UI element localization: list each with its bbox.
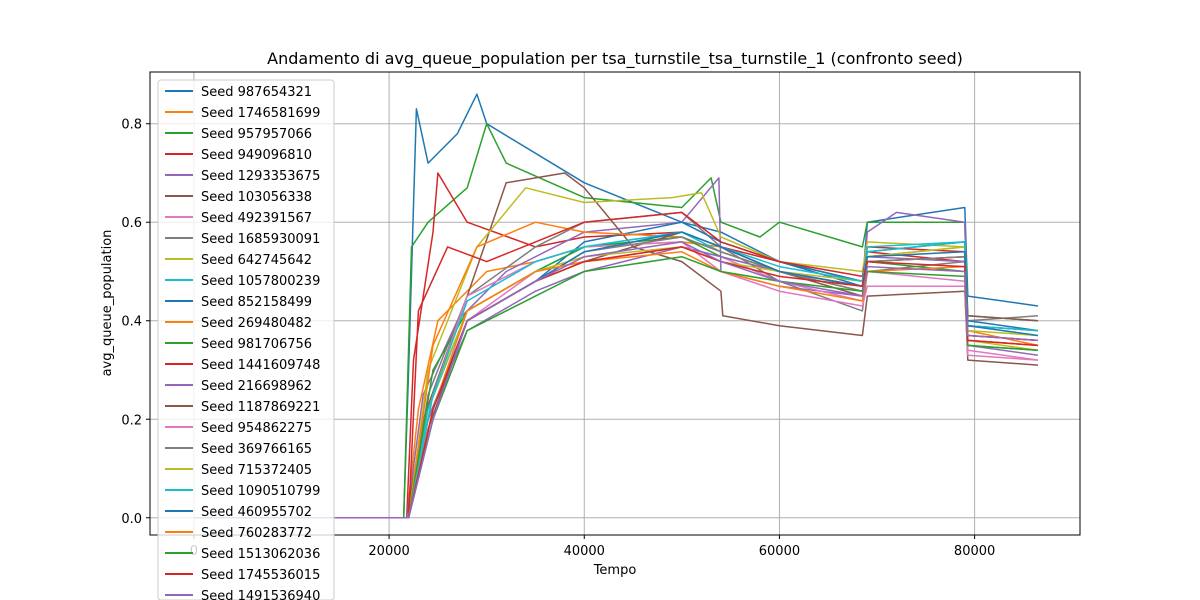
x-tick-label: 60000 xyxy=(759,544,800,559)
legend-label-24: Seed 1491536940 xyxy=(201,589,320,600)
legend-label-13: Seed 1441609748 xyxy=(201,358,320,373)
series-line-0 xyxy=(193,93,1039,519)
y-tick-label: 0.0 xyxy=(121,512,142,527)
legend-label-10: Seed 852158499 xyxy=(201,295,312,310)
legend-label-3: Seed 949096810 xyxy=(201,148,312,163)
legend-label-9: Seed 1057800239 xyxy=(201,274,320,289)
series-line-2 xyxy=(193,122,1039,519)
series-layer xyxy=(193,93,1039,519)
series-line-9 xyxy=(193,231,1039,519)
y-tick-label: 0.4 xyxy=(121,315,142,330)
legend-label-21: Seed 760283772 xyxy=(201,526,312,541)
legend-label-7: Seed 1685930091 xyxy=(201,232,320,247)
legend-label-23: Seed 1745536015 xyxy=(201,568,320,583)
legend-label-1: Seed 1746581699 xyxy=(201,106,320,121)
series-line-24 xyxy=(193,241,1039,519)
legend-label-5: Seed 103056338 xyxy=(201,190,312,205)
legend-label-2: Seed 957957066 xyxy=(201,127,312,142)
legend-label-16: Seed 954862275 xyxy=(201,421,312,436)
legend-box xyxy=(157,79,335,600)
chart-title: Andamento di avg_queue_population per ts… xyxy=(267,49,963,69)
y-tick-label: 0.6 xyxy=(121,216,142,231)
legend-label-22: Seed 1513062036 xyxy=(201,547,320,562)
legend-label-18: Seed 715372405 xyxy=(201,463,312,478)
legend-label-11: Seed 269480482 xyxy=(201,316,312,331)
y-axis: 0.0 0.2 0.4 0.6 0.8 xyxy=(121,118,150,527)
legend-label-8: Seed 642745642 xyxy=(201,253,312,268)
legend-label-15: Seed 1187869221 xyxy=(201,400,320,415)
x-tick-label: 80000 xyxy=(954,544,995,559)
x-tick-label: 40000 xyxy=(564,544,605,559)
legend-label-17: Seed 369766165 xyxy=(201,442,312,457)
legend-label-4: Seed 1293353675 xyxy=(201,169,320,184)
x-axis-label: Tempo xyxy=(593,563,637,578)
legend-label-12: Seed 981706756 xyxy=(201,337,312,352)
plot-frame xyxy=(149,71,1081,536)
series-line-12 xyxy=(193,236,1039,519)
legend-label-19: Seed 1090510799 xyxy=(201,484,320,499)
legend-label-0: Seed 987654321 xyxy=(201,85,312,100)
series-line-23 xyxy=(193,246,1039,519)
y-tick-label: 0.2 xyxy=(121,413,142,428)
x-axis: 020000400006000080000 xyxy=(190,535,995,559)
legend-label-14: Seed 216698962 xyxy=(201,379,312,394)
y-axis-label: avg_queue_population xyxy=(100,230,115,377)
series-line-7 xyxy=(193,211,1039,519)
legend-label-20: Seed 460955702 xyxy=(201,505,312,520)
legend: Seed 987654321 Seed 1746581699 Seed 957957… xyxy=(157,79,335,600)
legend-label-6: Seed 492391567 xyxy=(201,211,312,226)
y-tick-label: 0.8 xyxy=(121,118,142,133)
x-tick-label: 20000 xyxy=(368,544,409,559)
